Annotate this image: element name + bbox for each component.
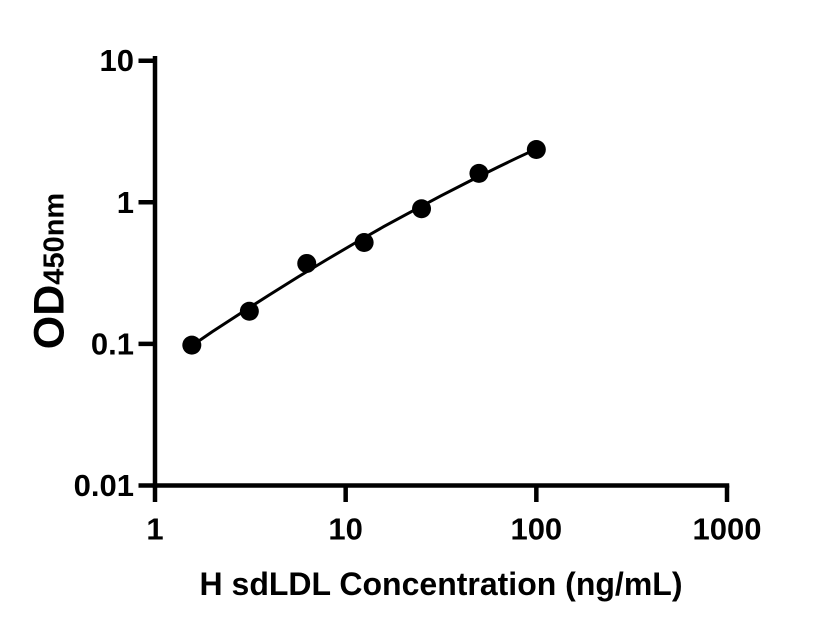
data-point-marker bbox=[469, 163, 489, 183]
data-point-marker bbox=[354, 233, 374, 253]
data-point-marker bbox=[182, 335, 202, 355]
x-tick-label: 10 bbox=[328, 512, 362, 547]
x-tick-label: 1 bbox=[146, 512, 163, 547]
y-tick-label: 0.1 bbox=[91, 326, 134, 361]
y-axis-title-subscript: 450nm bbox=[39, 193, 71, 285]
data-point-marker bbox=[526, 140, 546, 159]
x-tick-label: 100 bbox=[510, 512, 562, 547]
y-axis-title: OD450nm bbox=[26, 193, 74, 349]
y-axis-title-main: OD bbox=[26, 285, 74, 350]
x-tick-label: 1000 bbox=[693, 512, 762, 547]
y-tick-label: 10 bbox=[100, 43, 134, 78]
y-tick-label: 0.01 bbox=[74, 468, 134, 503]
data-point-marker bbox=[412, 199, 432, 219]
data-point-marker bbox=[297, 253, 317, 273]
x-axis-title: H sdLDL Concentration (ng/mL) bbox=[200, 566, 683, 602]
y-tick-label: 1 bbox=[117, 185, 134, 220]
data-point-marker bbox=[239, 301, 259, 321]
